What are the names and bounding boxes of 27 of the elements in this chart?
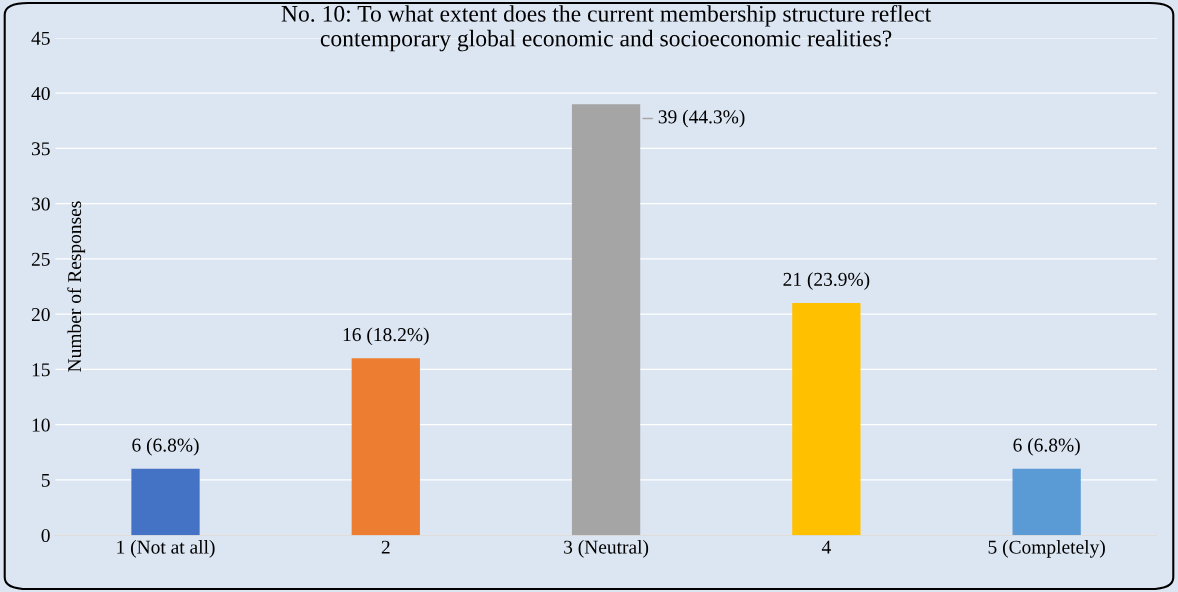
data-label: 21 (23.9%) <box>783 272 870 290</box>
y-tick-label: 30 <box>31 197 50 211</box>
y-tick-label: 25 <box>31 252 50 266</box>
x-tick-label: 1 (Not at all) <box>117 540 215 558</box>
data-label: 39 (44.3%) <box>658 109 745 128</box>
bar <box>792 303 861 536</box>
x-tick-label: 2 <box>381 540 390 554</box>
y-axis-title: Number of Responses <box>67 201 86 372</box>
chart-title: No. 10: To what extent does the current membership structure reflect contemporary global economic and socioeconomic realities? <box>281 4 932 52</box>
x-tick-label: 5 (Completely) <box>988 540 1105 558</box>
x-tick-label: 4 <box>821 540 831 554</box>
bar <box>571 104 641 536</box>
data-label: 6 (6.8%) <box>132 437 199 456</box>
bar <box>351 358 420 536</box>
y-tick-label: 15 <box>32 363 50 377</box>
y-tick-label: 40 <box>31 86 50 101</box>
x-tick-label: 3 (Neutral) <box>564 540 649 558</box>
y-tick-label: 20 <box>31 307 50 322</box>
data-label: 6 (6.8%) <box>1013 437 1080 456</box>
bar <box>1012 468 1081 536</box>
y-tick-label: 35 <box>31 142 50 156</box>
y-tick-label: 10 <box>32 418 50 432</box>
data-label: 16 (18.2%) <box>343 327 429 346</box>
y-tick-label: 0 <box>41 528 50 543</box>
bar <box>131 468 200 536</box>
y-tick-label: 45 <box>31 31 50 45</box>
y-tick-label: 5 <box>41 473 50 487</box>
